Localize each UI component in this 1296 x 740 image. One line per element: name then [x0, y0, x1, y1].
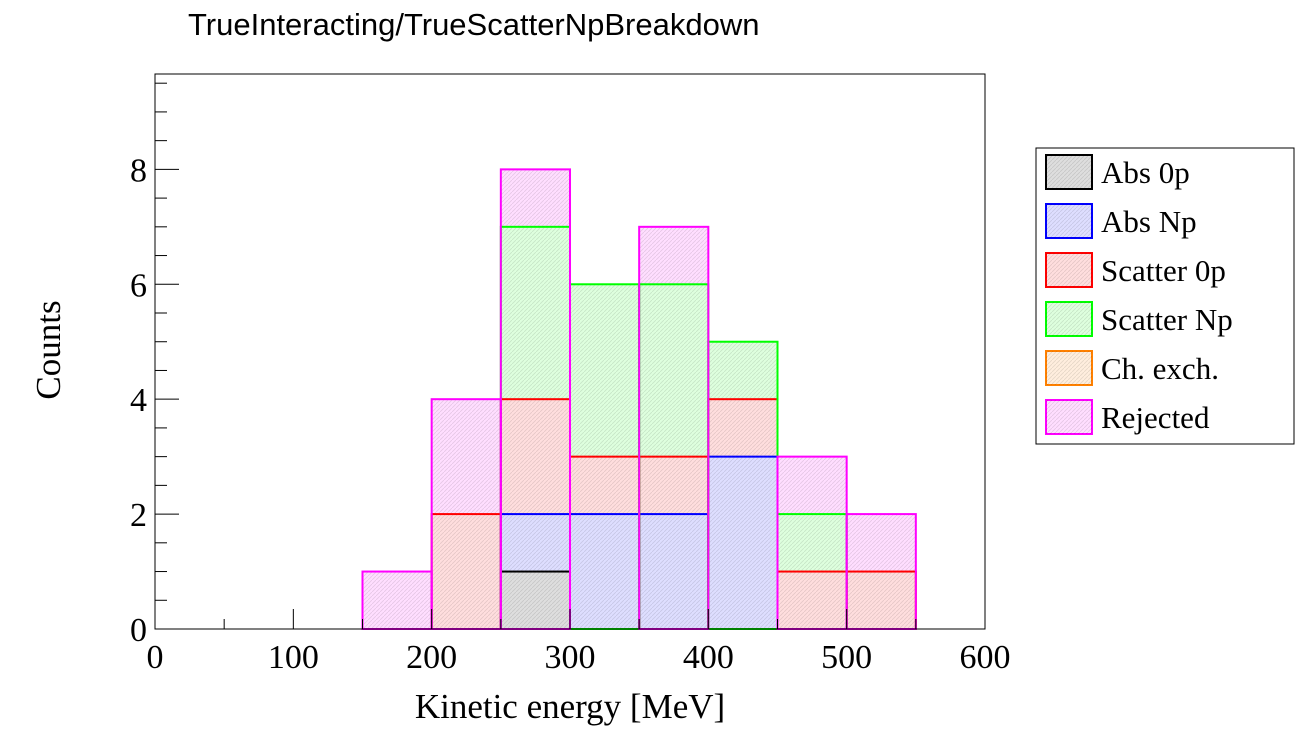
y-tick-label: 8: [130, 152, 147, 189]
bar-hatch: [362, 571, 432, 629]
stacked-bars: [361, 168, 917, 630]
y-tick-label: 6: [130, 267, 147, 304]
legend-label: Scatter Np: [1101, 302, 1233, 337]
x-tick-label: 400: [683, 639, 734, 676]
legend-swatch-hatch: [1046, 351, 1092, 385]
y-axis-title: Counts: [29, 300, 68, 399]
legend-item-scatter-0p: Scatter 0p: [1045, 252, 1226, 288]
legend-item-rejected: Rejected: [1045, 399, 1210, 435]
legend-item-scatter-np: Scatter Np: [1045, 301, 1233, 337]
x-axis-title: Kinetic energy [MeV]: [415, 687, 725, 726]
bar-hatch: [500, 571, 570, 629]
legend-swatch-hatch: [1046, 400, 1092, 434]
x-tick-label: 100: [268, 639, 319, 676]
series-abs-0p: [500, 571, 570, 629]
bar-hatch: [639, 514, 709, 629]
chart-title: TrueInteracting/TrueScatterNpBreakdown: [188, 7, 759, 42]
bar-hatch: [846, 571, 916, 629]
legend-swatch-hatch: [1046, 155, 1092, 189]
y-tick-label: 0: [130, 612, 147, 649]
legend-swatch-hatch: [1046, 204, 1092, 238]
legend-label: Ch. exch.: [1101, 351, 1219, 386]
bar-hatch: [570, 514, 640, 629]
bar-hatch: [777, 571, 847, 629]
legend-label: Rejected: [1101, 400, 1210, 435]
x-tick-label: 200: [406, 639, 457, 676]
legend-label: Abs 0p: [1101, 155, 1190, 190]
x-tick-label: 500: [821, 639, 872, 676]
legend-label: Scatter 0p: [1101, 253, 1226, 288]
bar-hatch: [431, 514, 501, 629]
legend-item-abs-np: Abs Np: [1045, 203, 1197, 239]
legend: Abs 0p Abs Np Scatter 0p Scatter Np Ch. exch…: [1035, 147, 1295, 445]
legend-item-ch-exch: Ch. exch.: [1045, 350, 1219, 386]
x-tick-label: 600: [960, 639, 1011, 676]
legend-label: Abs Np: [1101, 204, 1197, 239]
axes: 0 100 200 300 400 500 600 0 2 4 6 8: [130, 82, 1011, 676]
y-tick-label: 2: [130, 497, 147, 534]
y-tick-label: 4: [130, 382, 147, 419]
bar-hatch: [708, 456, 778, 629]
x-tick-label: 300: [545, 639, 596, 676]
legend-swatch-hatch: [1046, 253, 1092, 287]
legend-swatch-hatch: [1046, 302, 1092, 336]
legend-item-abs-0p: Abs 0p: [1045, 154, 1190, 190]
legend-box: [1035, 147, 1295, 445]
x-tick-label: 0: [147, 639, 164, 676]
